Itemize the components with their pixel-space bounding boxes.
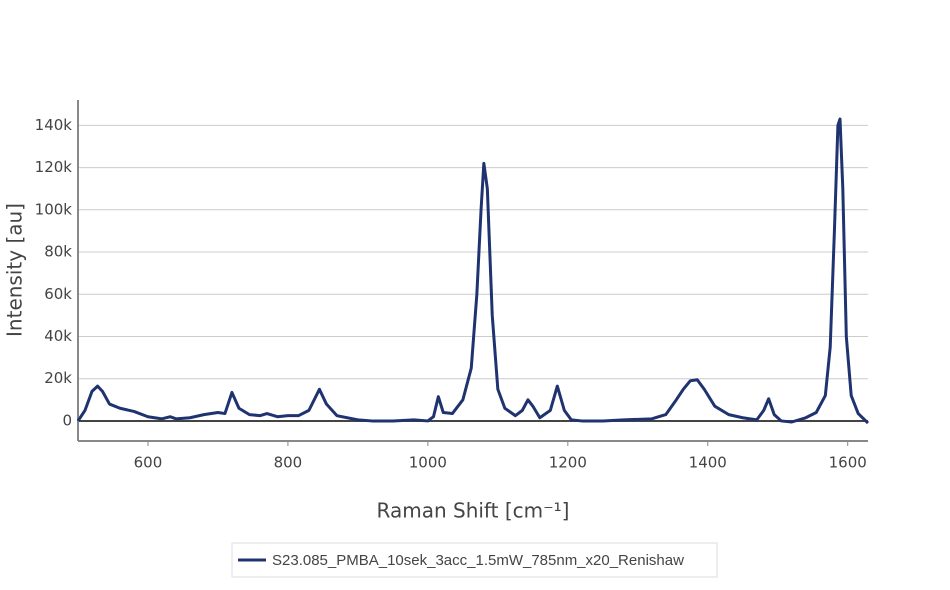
- y-axis-label: Intensity [au]: [3, 203, 27, 337]
- y-tick-label: 0: [62, 411, 72, 429]
- x-tick-label: 800: [274, 454, 303, 472]
- x-tick-label: 1400: [689, 454, 727, 472]
- x-tick-label: 1600: [829, 454, 867, 472]
- x-tick-label: 1200: [549, 454, 587, 472]
- y-tick-label: 60k: [44, 285, 72, 303]
- legend-label: S23.085_PMBA_10sek_3acc_1.5mW_785nm_x20_…: [272, 552, 684, 569]
- line: [76, 117, 870, 425]
- legend-box: [231, 542, 718, 578]
- x-axis-label: Raman Shift [cm⁻¹]: [377, 499, 570, 523]
- y-tick-label: 40k: [44, 327, 72, 345]
- x-tick-label: 600: [134, 454, 163, 472]
- y-tick-label: 100k: [35, 200, 73, 218]
- y-tick-label: 140k: [35, 116, 73, 134]
- y-tick-label: 20k: [44, 369, 72, 387]
- y-tick-label: 80k: [44, 243, 72, 261]
- x-tick-label: 1000: [409, 454, 447, 472]
- y-tick-label: 120k: [35, 158, 73, 176]
